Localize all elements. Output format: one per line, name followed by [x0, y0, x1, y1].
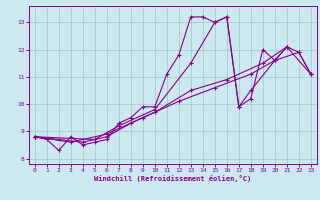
X-axis label: Windchill (Refroidissement éolien,°C): Windchill (Refroidissement éolien,°C) — [94, 175, 252, 182]
